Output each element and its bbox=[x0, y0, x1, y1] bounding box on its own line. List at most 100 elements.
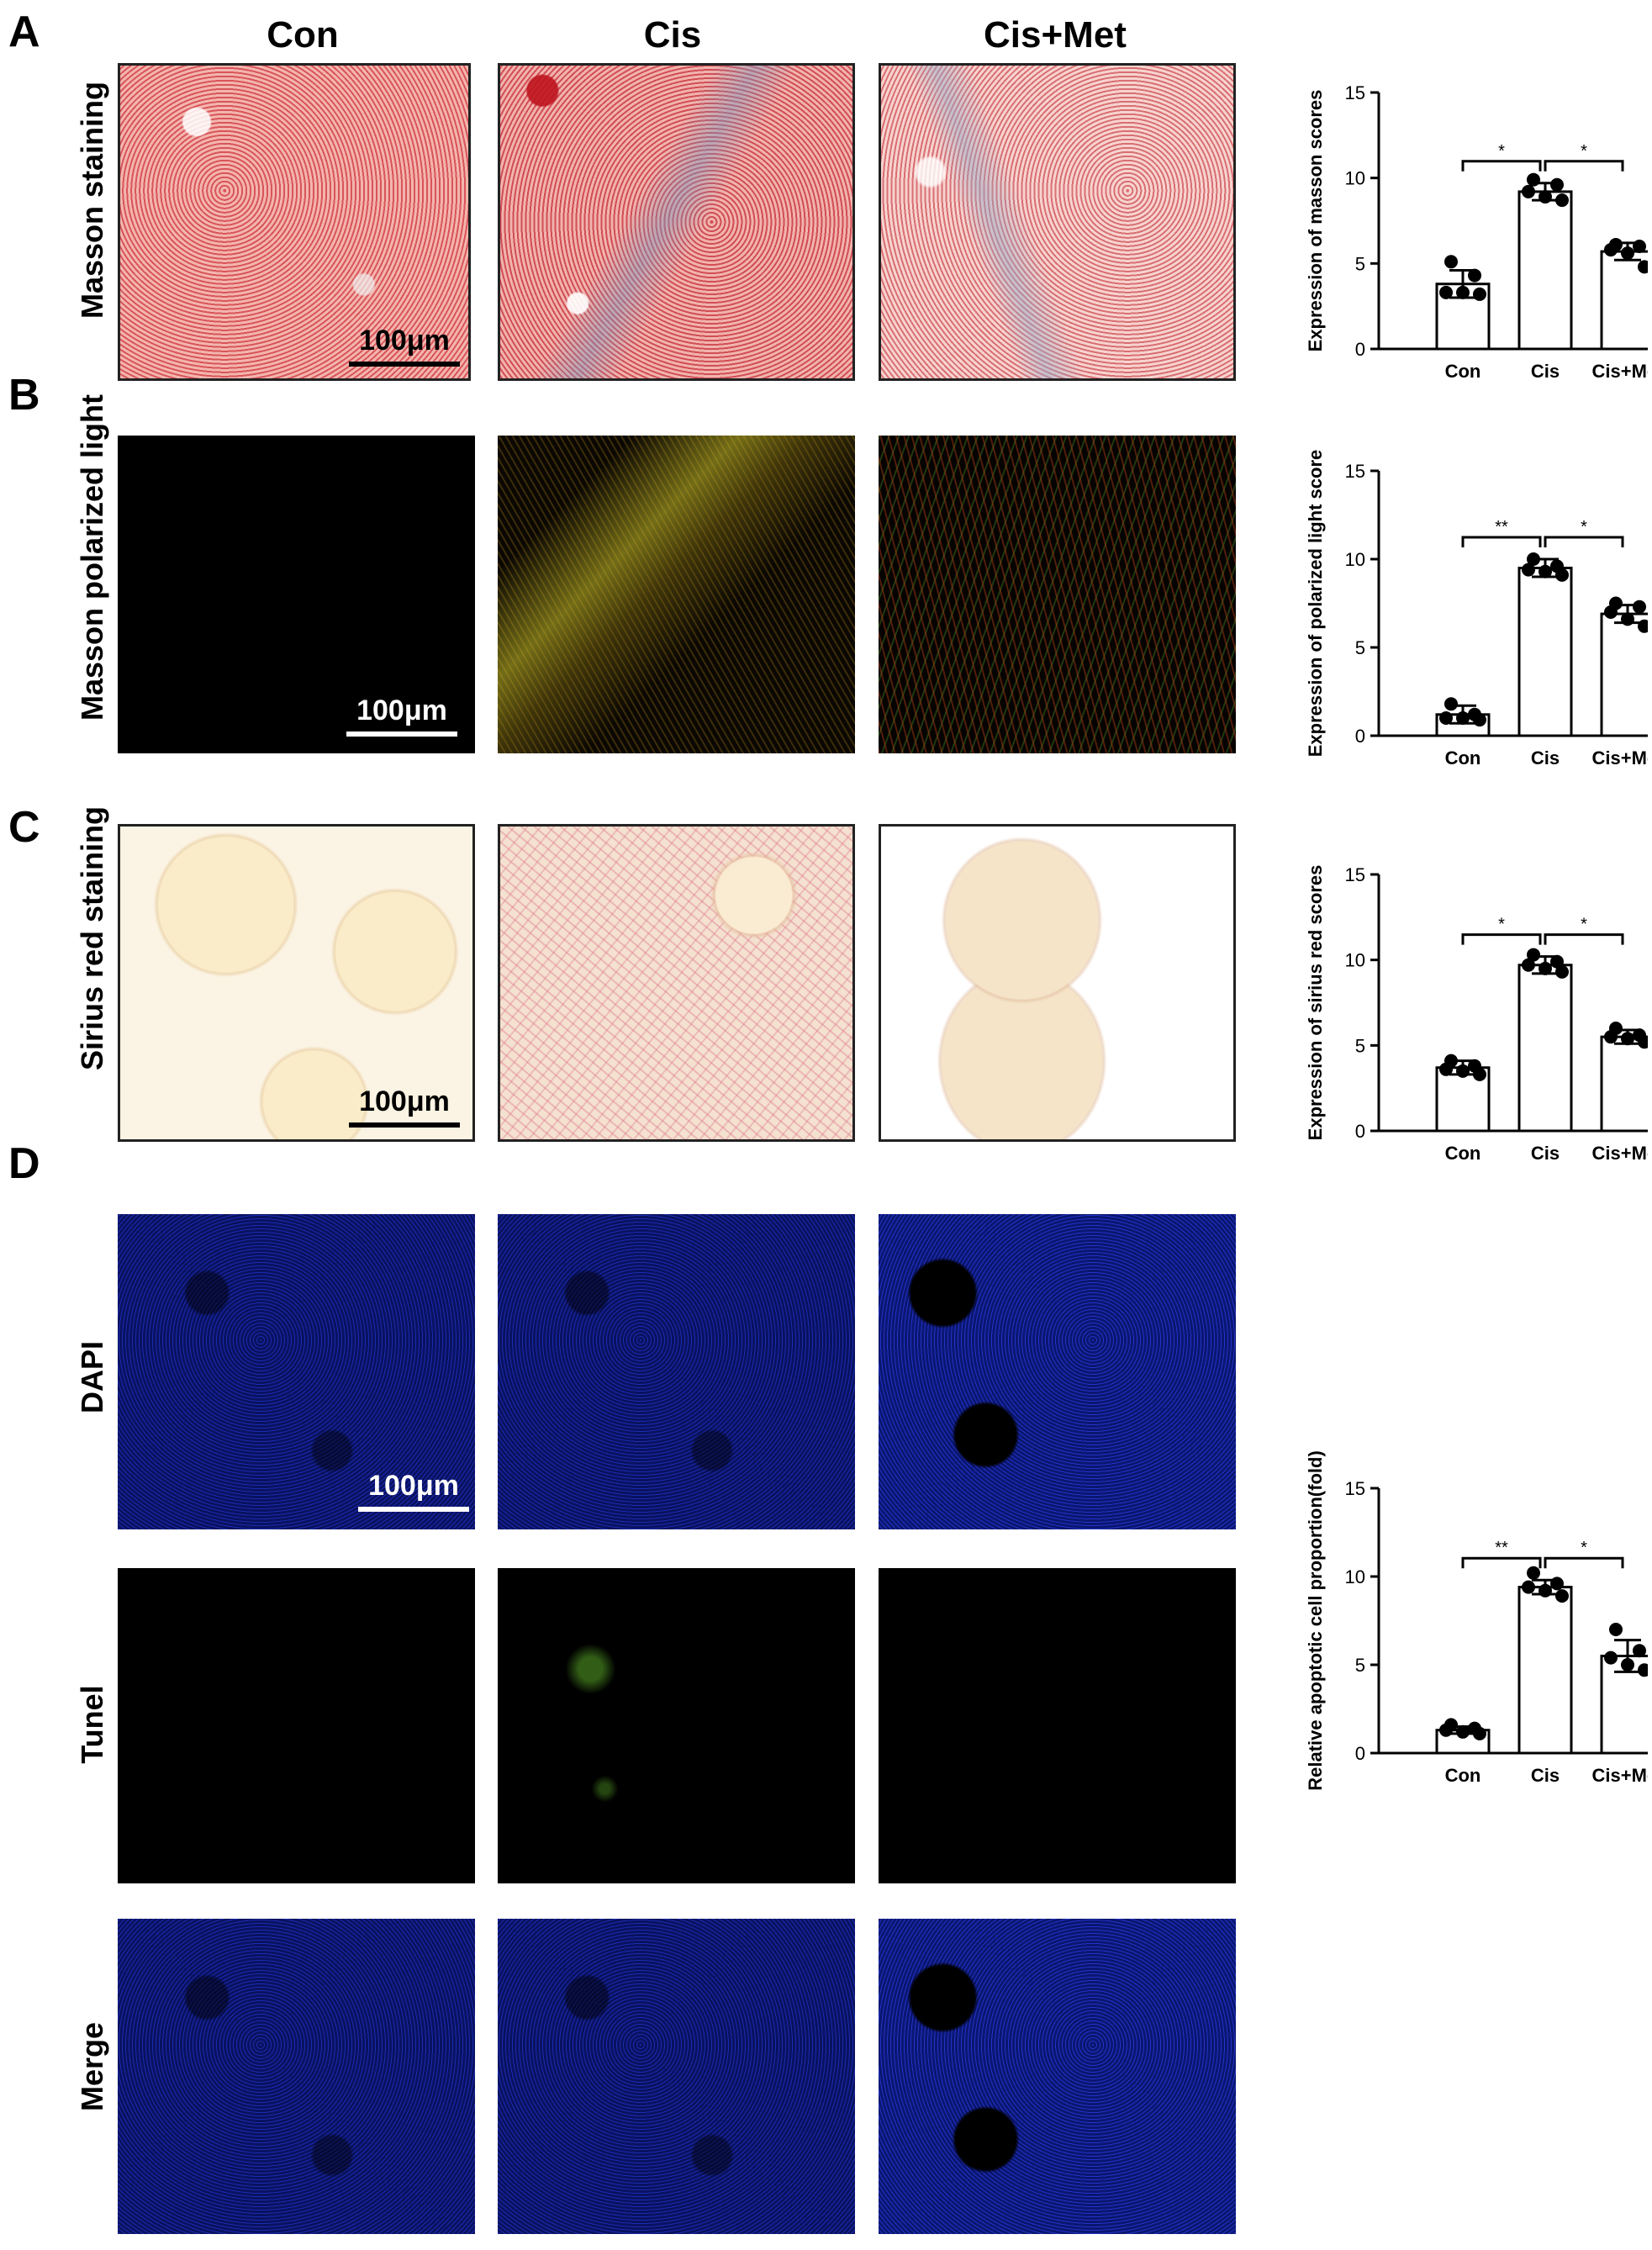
panel-letter-a: A bbox=[8, 8, 40, 56]
bar bbox=[1600, 612, 1648, 737]
data-point bbox=[1473, 713, 1486, 727]
data-point bbox=[1604, 1651, 1618, 1665]
data-point bbox=[1555, 1589, 1569, 1603]
panel-letter-d: D bbox=[8, 1139, 40, 1188]
x-tick-label: Cis+Met bbox=[1592, 747, 1648, 768]
y-tick-label: 0 bbox=[1355, 339, 1365, 360]
significance-label: * bbox=[1498, 142, 1505, 161]
y-tick-label: 5 bbox=[1355, 1655, 1365, 1676]
x-tick-label: Cis bbox=[1531, 361, 1560, 382]
y-tick-label: 10 bbox=[1345, 950, 1365, 971]
scale-bar-line bbox=[358, 1507, 469, 1512]
row-label-polarized: Masson polarized light bbox=[75, 393, 109, 721]
data-point bbox=[1522, 184, 1535, 198]
x-tick-label: Cis+Met bbox=[1592, 1765, 1648, 1786]
significance-bracket bbox=[1461, 1556, 1542, 1569]
y-tick-label: 10 bbox=[1345, 168, 1365, 189]
significance-bracket bbox=[1544, 1556, 1624, 1569]
bar bbox=[1517, 190, 1573, 351]
bar bbox=[1517, 567, 1573, 737]
data-point bbox=[1439, 1723, 1453, 1737]
scale-bar-label: 100μm bbox=[359, 1085, 450, 1117]
micrograph-sirius-con: 100μm bbox=[118, 824, 475, 1142]
data-point bbox=[1638, 1663, 1648, 1677]
significance-label: * bbox=[1581, 1539, 1587, 1557]
micrograph-polarized-cis bbox=[498, 436, 855, 753]
data-point bbox=[1633, 1644, 1646, 1658]
x-tick-label: Con bbox=[1445, 1143, 1481, 1164]
significance-bracket bbox=[1544, 536, 1624, 547]
data-point bbox=[1621, 1032, 1634, 1046]
scale-bar-line bbox=[346, 732, 457, 737]
data-point bbox=[1539, 1583, 1552, 1598]
y-tick-label: 0 bbox=[1355, 1121, 1365, 1142]
micrograph-dapi-con: 100μm bbox=[118, 1214, 475, 1529]
row-label-sirius: Sirius red staining bbox=[75, 805, 109, 1071]
data-point bbox=[1439, 285, 1453, 299]
data-point bbox=[1444, 255, 1458, 269]
data-point bbox=[1527, 172, 1540, 187]
micrograph-masson-cis-met bbox=[879, 63, 1236, 381]
data-point bbox=[1604, 243, 1618, 257]
data-point bbox=[1555, 568, 1569, 582]
bar bbox=[1600, 1035, 1648, 1133]
data-point bbox=[1539, 564, 1552, 578]
bar-chart-masson: 0 5 10 15 Expression of masson scores Con Cis C… bbox=[1305, 82, 1648, 382]
y-axis-label: Expression of sirius red scores bbox=[1305, 865, 1326, 1141]
scale-bar: 100μm bbox=[349, 326, 460, 373]
y-tick-label: 5 bbox=[1355, 1035, 1365, 1056]
x-tick-label: Con bbox=[1445, 361, 1481, 382]
panel-letter-b: B bbox=[8, 371, 40, 420]
data-point bbox=[1609, 1623, 1623, 1636]
row-label-tunel: Tunel bbox=[75, 1685, 109, 1764]
micrograph-dapi-cis bbox=[498, 1214, 855, 1529]
micrograph-sirius-cis bbox=[498, 824, 855, 1142]
data-point bbox=[1522, 958, 1535, 972]
significance-label: ** bbox=[1495, 518, 1508, 536]
y-axis-label: Expression of masson scores bbox=[1305, 90, 1326, 352]
bar bbox=[1517, 1586, 1573, 1755]
data-point bbox=[1604, 1030, 1618, 1044]
micrograph-merge-cis-met bbox=[879, 1919, 1236, 2234]
micrograph-tunel-cis-met bbox=[879, 1568, 1236, 1883]
data-point bbox=[1468, 268, 1481, 283]
micrograph-merge-cis bbox=[498, 1919, 855, 2234]
x-tick-label: Cis+Met bbox=[1592, 361, 1648, 382]
y-tick-label: 5 bbox=[1355, 253, 1365, 274]
column-header-cis: Cis bbox=[643, 14, 702, 55]
data-point bbox=[1555, 964, 1569, 979]
significance-label: * bbox=[1581, 916, 1587, 934]
significance-label: * bbox=[1498, 916, 1505, 934]
data-point bbox=[1439, 1062, 1453, 1076]
scale-bar-line bbox=[349, 1122, 460, 1128]
bar-chart-sirius: 0 5 10 15 Expression of sirius red scores Con… bbox=[1305, 864, 1648, 1164]
scale-bar-label: 100μm bbox=[368, 1470, 459, 1502]
y-tick-label: 15 bbox=[1345, 864, 1365, 885]
scale-bar: 100μm bbox=[349, 1087, 460, 1134]
data-point bbox=[1555, 193, 1569, 208]
data-point bbox=[1638, 1035, 1648, 1049]
significance-bracket bbox=[1461, 160, 1542, 172]
data-point bbox=[1456, 711, 1470, 725]
micrograph-dapi-cis-met bbox=[879, 1214, 1236, 1529]
significance-label: ** bbox=[1495, 1539, 1508, 1557]
data-point bbox=[1633, 240, 1646, 253]
x-tick-label: Cis bbox=[1531, 1143, 1560, 1164]
data-point bbox=[1473, 1067, 1486, 1081]
data-point bbox=[1550, 954, 1564, 969]
significance-bracket bbox=[1544, 933, 1624, 945]
x-tick-label: Con bbox=[1445, 747, 1481, 768]
row-label-masson: Masson staining bbox=[75, 81, 109, 320]
micrograph-polarized-con: 100μm bbox=[118, 436, 475, 753]
scale-bar-line bbox=[349, 362, 460, 367]
y-axis-label: Expression of polarized light score bbox=[1305, 450, 1326, 758]
significance-label: * bbox=[1581, 142, 1587, 161]
data-point bbox=[1527, 552, 1540, 566]
data-point bbox=[1473, 1726, 1486, 1740]
data-point bbox=[1621, 246, 1634, 261]
row-label-merge: Merge bbox=[75, 2021, 109, 2112]
bar-chart-polarized: 0 5 10 15 Expression of polarized light scor… bbox=[1305, 450, 1648, 768]
data-point bbox=[1527, 948, 1540, 962]
data-point bbox=[1604, 605, 1618, 619]
data-point bbox=[1522, 562, 1535, 577]
